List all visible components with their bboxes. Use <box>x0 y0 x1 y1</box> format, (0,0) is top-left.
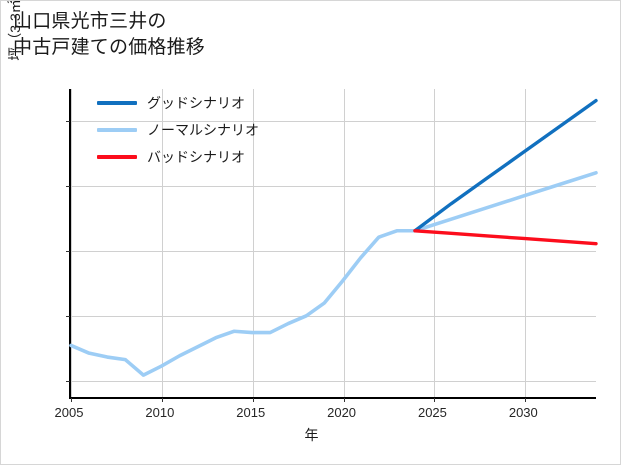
x-axis-title: 年 <box>304 427 319 443</box>
x-tick-mark <box>434 398 436 402</box>
plot-grid-layer <box>66 89 596 402</box>
legend-swatch-normal-icon <box>97 128 137 132</box>
x-tick-label: 2015 <box>236 405 266 420</box>
legend-swatch-good-icon <box>97 101 137 105</box>
x-tick-label: 2030 <box>508 405 538 420</box>
y-gridline <box>71 380 596 382</box>
x-tick-mark <box>71 398 72 402</box>
x-tick-mark <box>525 398 527 402</box>
plot-area <box>66 89 598 402</box>
legend-label-normal: ノーマルシナリオ <box>147 122 259 138</box>
y-tick-mark <box>66 315 70 317</box>
y-gridline <box>71 251 596 253</box>
series-line-good <box>413 98 598 233</box>
series-line-bad <box>413 229 598 246</box>
legend-item-bad[interactable]: バッドシナリオ <box>97 147 259 167</box>
x-gridline <box>434 89 436 397</box>
legend-item-good[interactable]: グッドシナリオ <box>97 93 259 113</box>
legend-label-good: グッドシナリオ <box>147 95 245 111</box>
chart-legend: グッドシナリオ ノーマルシナリオ バッドシナリオ <box>97 93 259 167</box>
y-gridline <box>71 186 596 188</box>
x-tick-mark <box>161 398 163 402</box>
y-tick-mark <box>66 121 70 123</box>
series-line-normal <box>69 170 598 377</box>
x-tick-mark <box>252 398 254 402</box>
y-tick-mark <box>66 380 70 382</box>
x-tick-label: 2005 <box>54 405 84 420</box>
y-axis-title: 坪（3.3㎡）単価（万円） <box>5 1 25 141</box>
x-tick-label: 2010 <box>145 405 175 420</box>
x-gridline <box>525 89 527 397</box>
x-tick-label: 2025 <box>417 405 447 420</box>
x-tick-mark <box>343 398 345 402</box>
legend-swatch-bad-icon <box>97 155 137 159</box>
x-gridline <box>71 89 72 397</box>
y-tick-mark <box>66 186 70 188</box>
series-layer <box>69 98 598 377</box>
chart-title: 山口県光市三井の 中古戸建ての価格推移 <box>13 11 206 58</box>
x-gridline <box>252 89 254 397</box>
x-gridline <box>161 89 163 397</box>
x-gridline <box>343 89 345 397</box>
y-axis-title-container: 坪（3.3㎡）単価（万円） <box>7 1 23 399</box>
y-gridline <box>71 315 596 317</box>
x-tick-label: 2020 <box>327 405 357 420</box>
y-tick-mark <box>66 251 70 253</box>
legend-item-normal[interactable]: ノーマルシナリオ <box>97 120 259 140</box>
y-gridline <box>71 121 596 123</box>
legend-label-bad: バッドシナリオ <box>147 149 245 165</box>
